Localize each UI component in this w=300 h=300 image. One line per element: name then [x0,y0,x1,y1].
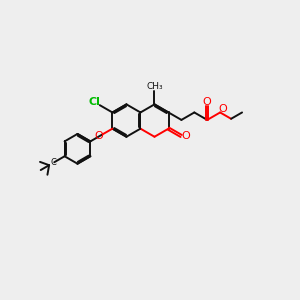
Text: O: O [94,131,103,142]
Text: Cl: Cl [88,97,101,106]
Text: O: O [203,97,212,107]
Text: C: C [50,158,56,167]
Text: CH₃: CH₃ [146,82,163,91]
Text: O: O [181,131,190,141]
Text: O: O [218,103,227,114]
